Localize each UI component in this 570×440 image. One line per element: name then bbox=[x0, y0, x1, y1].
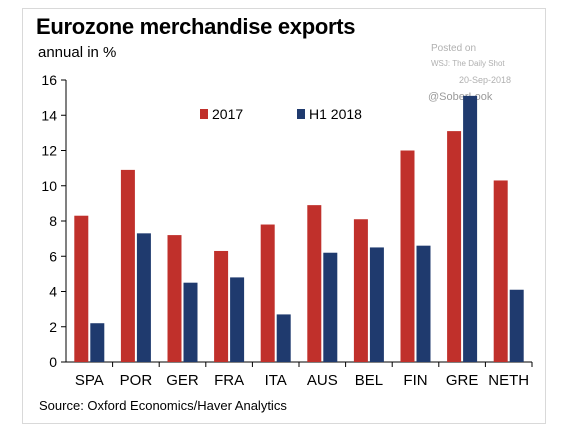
bar-2017-spa bbox=[74, 215, 89, 362]
x-category-label: ITA bbox=[265, 372, 287, 389]
bar-2017-aus bbox=[307, 205, 322, 362]
watermark-source: WSJ: The Daily Shot bbox=[431, 59, 505, 68]
y-tick-label: 10 bbox=[41, 178, 57, 194]
y-tick-label: 8 bbox=[49, 213, 57, 229]
bar-2017-bel bbox=[353, 219, 368, 362]
x-category-label: SPA bbox=[75, 372, 104, 389]
y-tick-label: 14 bbox=[41, 107, 57, 123]
source-note: Source: Oxford Economics/Haver Analytics bbox=[39, 398, 287, 413]
bar-2017-gre bbox=[447, 131, 462, 362]
y-tick-label: 16 bbox=[41, 72, 57, 88]
watermark-handle: @SoberLook bbox=[428, 91, 493, 103]
bar-2017-por bbox=[120, 169, 135, 362]
legend-h1-2018-label: H1 2018 bbox=[309, 106, 362, 122]
x-category-label: NETH bbox=[488, 372, 529, 389]
x-category-label: GRE bbox=[446, 372, 479, 389]
chart-subtitle: annual in % bbox=[38, 44, 117, 61]
y-tick-label: 12 bbox=[41, 143, 57, 159]
chart-title: Eurozone merchandise exports bbox=[36, 14, 356, 39]
bar-2017-neth bbox=[493, 180, 508, 362]
x-category-label: POR bbox=[120, 372, 153, 389]
bar-2017-fra bbox=[214, 250, 229, 362]
x-category-label: GER bbox=[166, 372, 199, 389]
x-category-label: AUS bbox=[307, 372, 338, 389]
y-tick-label: 2 bbox=[49, 319, 57, 335]
bar-2017-ger bbox=[167, 235, 182, 362]
bar-h1-2018-bel bbox=[369, 247, 384, 362]
bar-h1-2018-spa bbox=[90, 323, 105, 362]
bar-h1-2018-fra bbox=[230, 277, 245, 362]
x-category-label: BEL bbox=[355, 372, 383, 389]
legend-2017-label: 2017 bbox=[212, 106, 243, 122]
x-category-label: FRA bbox=[214, 372, 244, 389]
watermark-date: 20-Sep-2018 bbox=[459, 75, 512, 85]
watermark-posted: Posted on bbox=[431, 43, 477, 54]
x-category-label: FIN bbox=[403, 372, 427, 389]
y-tick-label: 0 bbox=[49, 354, 57, 370]
bar-h1-2018-ger bbox=[183, 282, 198, 362]
bar-h1-2018-neth bbox=[509, 289, 524, 362]
bar-h1-2018-aus bbox=[323, 252, 338, 362]
bar-2017-fin bbox=[400, 150, 415, 362]
y-tick-label: 6 bbox=[49, 248, 57, 264]
legend-h1-2018-swatch bbox=[297, 109, 305, 119]
bar-2017-ita bbox=[260, 224, 275, 362]
y-tick-label: 4 bbox=[49, 284, 57, 300]
legend-2017-swatch bbox=[200, 109, 208, 119]
bar-h1-2018-ita bbox=[276, 314, 291, 362]
bar-h1-2018-gre bbox=[463, 95, 478, 363]
bar-h1-2018-por bbox=[136, 233, 151, 362]
bar-h1-2018-fin bbox=[416, 245, 431, 362]
